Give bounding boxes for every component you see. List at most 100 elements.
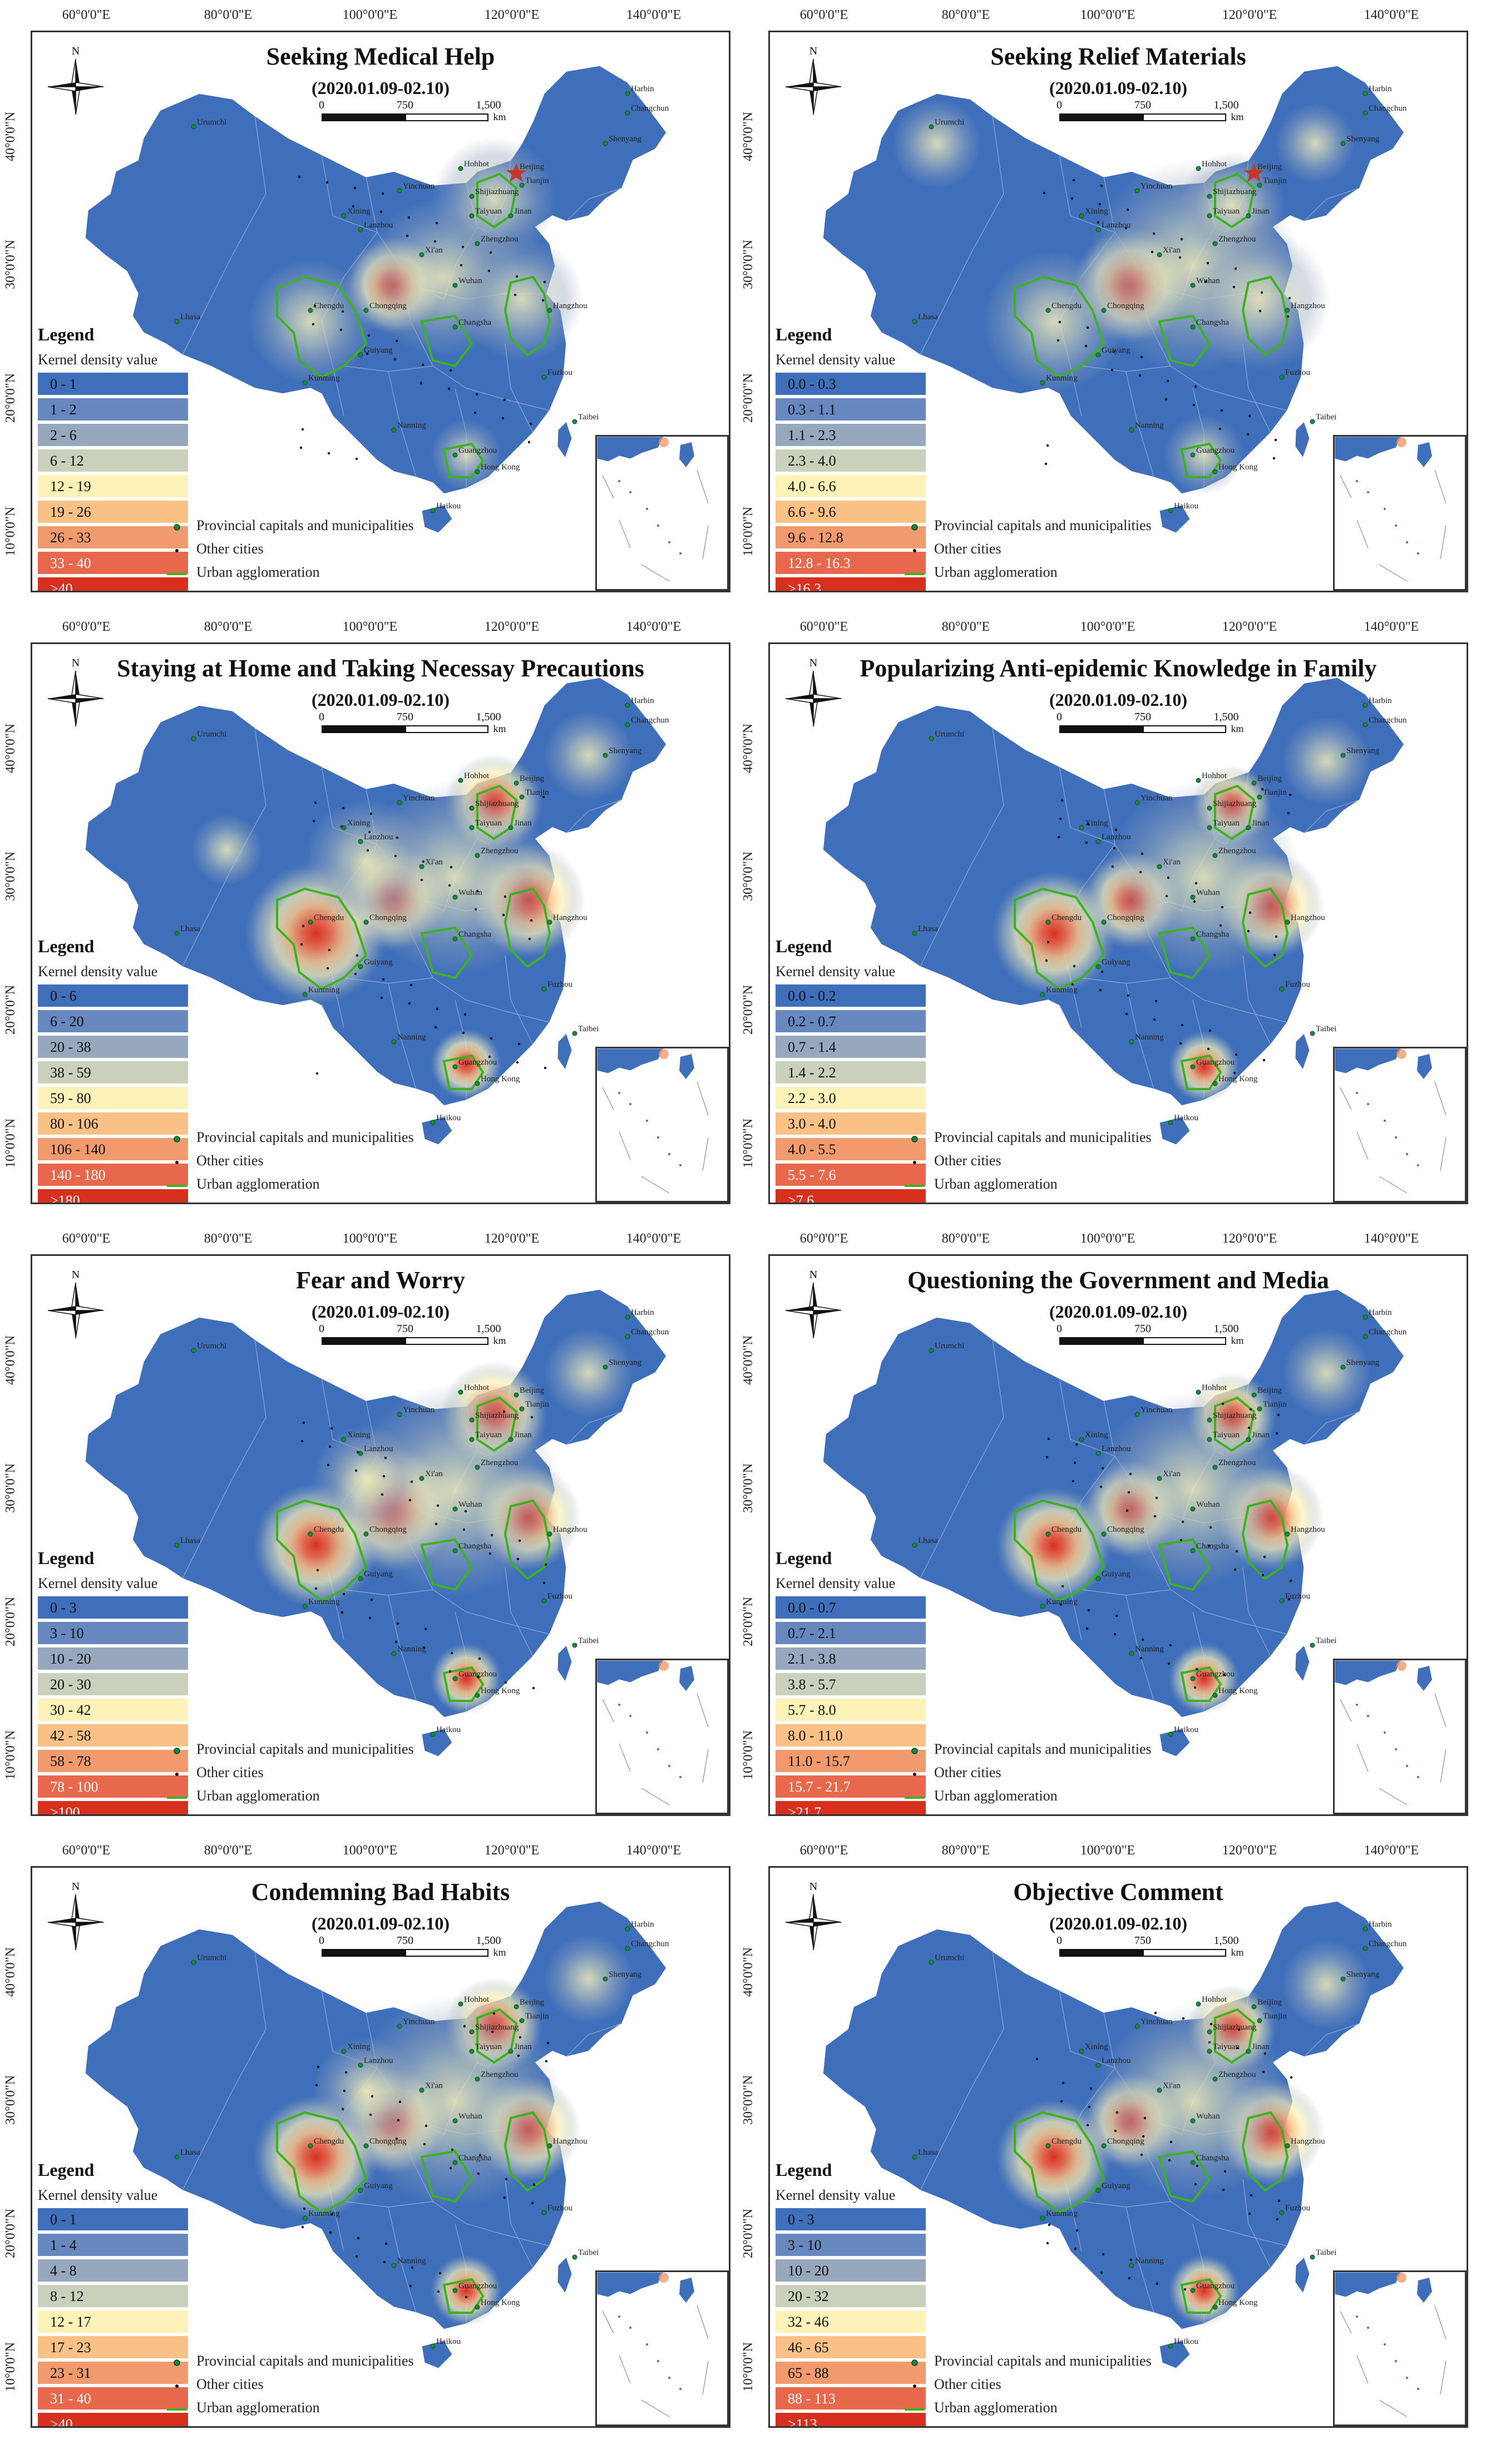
- city-label: Lanzhou: [364, 221, 393, 230]
- other-city-dot: [394, 854, 397, 858]
- legend-class-label: >100: [50, 1804, 80, 1816]
- city-dot: [391, 2263, 397, 2268]
- other-city-dot: [505, 2178, 508, 2181]
- symbol-capital-label: Provincial capitals and municipalities: [934, 2353, 1152, 2369]
- legend-class-label: 32 - 46: [788, 2314, 829, 2330]
- city-label: Chengdu: [314, 301, 344, 310]
- capital-dot-icon: [174, 2359, 180, 2366]
- city-label: Fuzhou: [1285, 1592, 1311, 1601]
- south-china-sea-inset: [1333, 1047, 1467, 1203]
- lat-label: 10°0'0"N: [741, 506, 756, 556]
- lon-label: 140°0'0"E: [626, 1843, 682, 1858]
- density-hotspot: [1164, 415, 1244, 495]
- city-dot: [191, 1960, 196, 1965]
- city-label: Beijing: [520, 1998, 545, 2007]
- city-label: Taibei: [1316, 1025, 1336, 1033]
- city-dot: [519, 2018, 525, 2023]
- legend-class-row: 0 - 3: [32, 1596, 199, 1621]
- city-label: Hong Kong: [1218, 463, 1258, 472]
- other-city-dot: [354, 1469, 358, 1472]
- city-dot: [1040, 992, 1045, 997]
- city-dot: [508, 213, 514, 219]
- legend-swatch: [38, 1647, 188, 1670]
- city-dot: [475, 1693, 480, 1698]
- city-label: Changchun: [631, 716, 669, 725]
- scale-label-750: 750: [1134, 1934, 1151, 1947]
- other-city-dot: [503, 895, 507, 898]
- city-label: Haikou: [1174, 502, 1199, 511]
- svg-text:N: N: [809, 1881, 817, 1893]
- other-city-dot: [1141, 852, 1144, 855]
- legend-class-row: 26 - 33: [32, 526, 199, 551]
- other-city-dot: [473, 411, 477, 414]
- legend-swatch: [776, 1647, 926, 1670]
- other-city-dot: [1273, 953, 1276, 957]
- legend-title: Legend: [776, 1548, 832, 1568]
- city-dot: [469, 1437, 475, 1442]
- other-city-dot: [1272, 457, 1276, 460]
- city-dot: [1279, 1598, 1285, 1604]
- other-city-dot: [492, 2012, 496, 2015]
- city-label: Yinchuan: [1141, 2017, 1173, 2026]
- city-dot: [1340, 1364, 1346, 1370]
- density-hotspot: [1168, 2255, 1240, 2326]
- other-city-dot: [1110, 368, 1114, 372]
- other-city-dot: [1143, 2116, 1147, 2120]
- legend-class-row: 20 - 30: [32, 1673, 199, 1698]
- city-dot: [458, 1389, 463, 1395]
- panel-title: Questioning the Government and Media: [907, 1266, 1329, 1294]
- legend-class-label: 33 - 40: [50, 555, 91, 571]
- city-dot: [1207, 194, 1212, 199]
- other-city-dot: [1155, 1496, 1158, 1500]
- city-dot: [430, 1120, 436, 1125]
- city-dot: [452, 283, 458, 288]
- other-city-dot: [1235, 1053, 1238, 1056]
- lon-label: 120°0'0"E: [484, 1231, 540, 1246]
- city-label: Wuhan: [1196, 2112, 1220, 2121]
- scale-bar: 0 750 1,500 km: [1057, 1323, 1248, 1356]
- other-city-dot: [408, 1498, 412, 1502]
- other-city-dot: [1046, 444, 1049, 447]
- legend-swatch: [776, 1087, 926, 1109]
- city-dot: [302, 992, 308, 997]
- other-city-dot: [528, 937, 531, 941]
- city-label: Hong Kong: [1218, 1686, 1258, 1695]
- city-label: Haikou: [1174, 1725, 1199, 1734]
- map-panel-6: 60°0'0"E 80°0'0"E 100°0'0"E 120°0'0"E 14…: [738, 1224, 1471, 1835]
- panel-period: (2020.01.09-02.10): [1049, 78, 1187, 98]
- lon-label: 100°0'0"E: [1080, 8, 1136, 22]
- legend-class-label: 20 - 30: [50, 1676, 91, 1693]
- other-city-dot: [1057, 835, 1060, 839]
- city-label: Xining: [347, 819, 371, 828]
- city-dot: [458, 778, 463, 783]
- legend-class-label: 4.0 - 5.5: [788, 1141, 836, 1157]
- city-label: Chongqing: [1107, 1525, 1144, 1534]
- lon-label: 60°0'0"E: [62, 1843, 111, 1858]
- legend-class-label: 15.7 - 21.7: [788, 1779, 851, 1795]
- city-dot: [391, 1651, 397, 1656]
- svg-text:N: N: [72, 1269, 80, 1281]
- legend-class-row: 38 - 59: [32, 1061, 199, 1086]
- legend-swatch: [776, 1673, 926, 1695]
- other-city-dot: [368, 830, 371, 834]
- inset-map: [1334, 1660, 1446, 1805]
- city-label: Lanzhou: [1102, 833, 1131, 842]
- other-city-dot: [1072, 179, 1075, 182]
- city-dot: [475, 1081, 480, 1086]
- other-city-dot: [1075, 1443, 1078, 1446]
- city-label: Hohhot: [1202, 1383, 1227, 1392]
- legend-class-row: 23 - 31: [32, 2362, 199, 2386]
- other-city-dot: [340, 1611, 344, 1614]
- lon-label: 120°0'0"E: [484, 620, 540, 634]
- other-city-dot: [313, 304, 317, 308]
- city-label: Changchun: [1369, 716, 1407, 725]
- other-city-dot: [356, 954, 359, 957]
- legend-swatch: [776, 373, 926, 395]
- other-city-dot: [341, 2107, 344, 2111]
- other-city-dot: [433, 240, 437, 243]
- legend-class-row: 19 - 26: [32, 501, 199, 525]
- scale-segment: [1059, 725, 1143, 733]
- lat-label: 40°0'0"N: [741, 1335, 756, 1385]
- city-label: Chongqing: [1107, 913, 1144, 922]
- legend-swatch: [38, 1189, 188, 1203]
